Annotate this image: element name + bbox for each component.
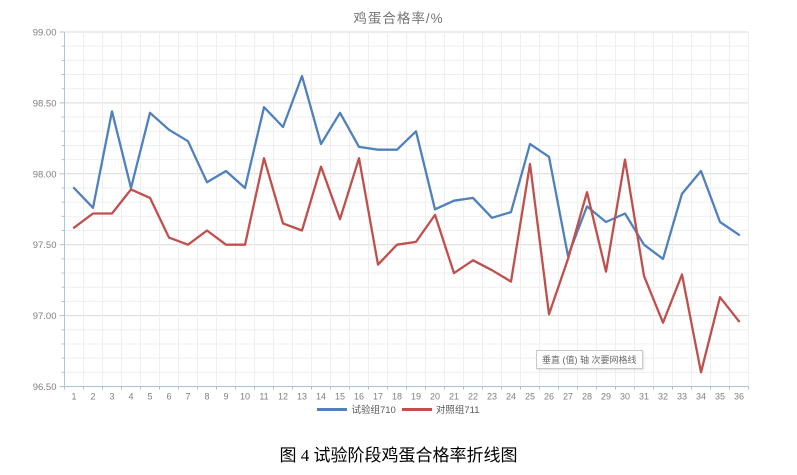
x-axis-label: 5 — [147, 392, 152, 402]
x-axis-label: 19 — [411, 392, 421, 402]
y-axis-label: 98.50 — [33, 98, 57, 109]
y-axis-label: 99.00 — [33, 28, 57, 39]
trial-series-line-swatch — [317, 407, 348, 411]
trial-series-label: 试验组710 — [351, 405, 396, 416]
control-series-label: 对照组711 — [435, 405, 480, 416]
legend-item-trial-group[interactable]: 试验组710 — [317, 402, 396, 416]
x-axis-label: 33 — [677, 392, 687, 402]
x-axis-label: 30 — [620, 392, 630, 402]
x-axis-label: 27 — [563, 392, 573, 402]
y-axis-label: 97.50 — [33, 240, 57, 251]
x-axis-label: 34 — [696, 392, 706, 402]
x-axis-label: 24 — [506, 392, 516, 402]
series-line-0[interactable] — [72, 74, 741, 261]
x-axis-label: 20 — [430, 392, 440, 402]
x-axis-label: 7 — [185, 392, 190, 402]
x-axis-label: 15 — [335, 392, 345, 402]
x-axis-label: 6 — [166, 392, 171, 402]
y-axis-label: 97.00 — [33, 311, 57, 322]
series-line-1[interactable] — [72, 157, 741, 374]
control-series-line-swatch — [401, 407, 432, 411]
x-axis-label: 23 — [487, 392, 497, 402]
x-axis-label: 17 — [373, 392, 383, 402]
y-axis-label: 98.00 — [33, 169, 57, 180]
chart-title: 鸡蛋合格率/% — [353, 11, 444, 26]
x-axis-label: 4 — [128, 392, 133, 402]
chart-legend: 试验组710 对照组711 — [0, 402, 797, 416]
x-axis-label: 22 — [468, 392, 478, 402]
x-axis-label: 13 — [297, 392, 307, 402]
x-axis-label: 31 — [639, 392, 649, 402]
y-axis-label: 96.50 — [33, 382, 57, 393]
x-axis-label: 29 — [601, 392, 611, 402]
x-axis-label: 8 — [204, 392, 209, 402]
x-axis-label: 1 — [71, 392, 76, 402]
minor-gridline-tooltip: 垂直 (值) 轴 次要网格线 — [536, 350, 643, 369]
x-axis-label: 21 — [449, 392, 459, 402]
x-axis-label: 10 — [240, 392, 250, 402]
x-axis-label: 14 — [316, 392, 326, 402]
x-axis-label: 2 — [90, 392, 95, 402]
x-axis-label: 12 — [278, 392, 288, 402]
x-axis-label: 26 — [544, 392, 554, 402]
x-axis-label: 25 — [525, 392, 535, 402]
x-axis-label: 16 — [354, 392, 364, 402]
x-axis-label: 35 — [715, 392, 725, 402]
x-axis-label: 9 — [223, 392, 228, 402]
x-axis-label: 18 — [392, 392, 402, 402]
x-axis-label: 32 — [658, 392, 668, 402]
x-axis-label: 3 — [109, 392, 114, 402]
x-axis-label: 11 — [259, 392, 268, 402]
figure-caption: 图 4 试验阶段鸡蛋合格率折线图 — [279, 446, 518, 465]
legend-item-control-group[interactable]: 对照组711 — [401, 402, 480, 416]
x-axis-label: 28 — [582, 392, 592, 402]
x-axis-label: 36 — [734, 392, 744, 402]
